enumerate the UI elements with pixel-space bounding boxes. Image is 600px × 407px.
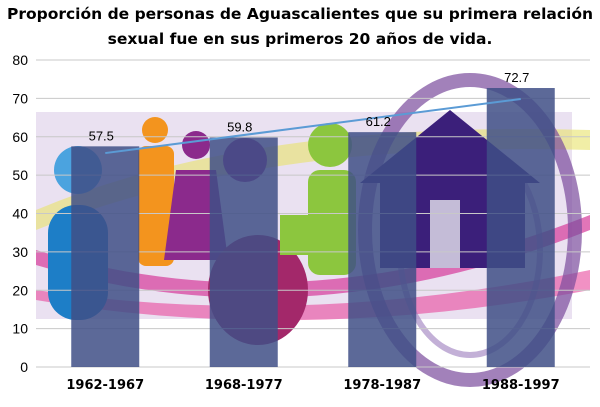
trendline [105,97,521,155]
data-labels: 57.5 59.8 61.2 72.7 [89,70,530,143]
x-axis: 1962-1967 1968-1977 1978-1987 1988-1997 [66,378,559,393]
y-tick-label: 80 [12,52,28,68]
y-tick-label: 10 [12,321,28,337]
x-tick-label: 1978-1987 [343,378,421,393]
y-axis: 0 10 20 30 40 50 60 70 80 [12,52,28,375]
data-label: 57.5 [89,128,114,143]
data-label: 59.8 [227,120,252,135]
bar [486,88,555,368]
data-label: 61.2 [366,114,391,129]
y-tick-label: 40 [12,206,28,222]
y-tick-label: 50 [12,167,28,183]
y-tick-label: 0 [20,359,28,375]
bar [348,132,417,367]
x-tick-label: 1962-1967 [66,378,144,393]
data-label: 72.7 [504,70,529,85]
y-tick-label: 70 [12,90,28,106]
y-tick-label: 60 [12,129,28,145]
bar [71,146,140,367]
x-tick-label: 1968-1977 [205,378,283,393]
chart-title: Proporción de personas de Aguascalientes… [6,5,594,48]
y-tick-label: 20 [12,282,28,298]
x-tick-label: 1988-1997 [482,378,560,393]
y-tick-label: 30 [12,244,28,260]
bars [71,88,555,368]
trendline-line [105,97,521,155]
bar [209,137,278,367]
